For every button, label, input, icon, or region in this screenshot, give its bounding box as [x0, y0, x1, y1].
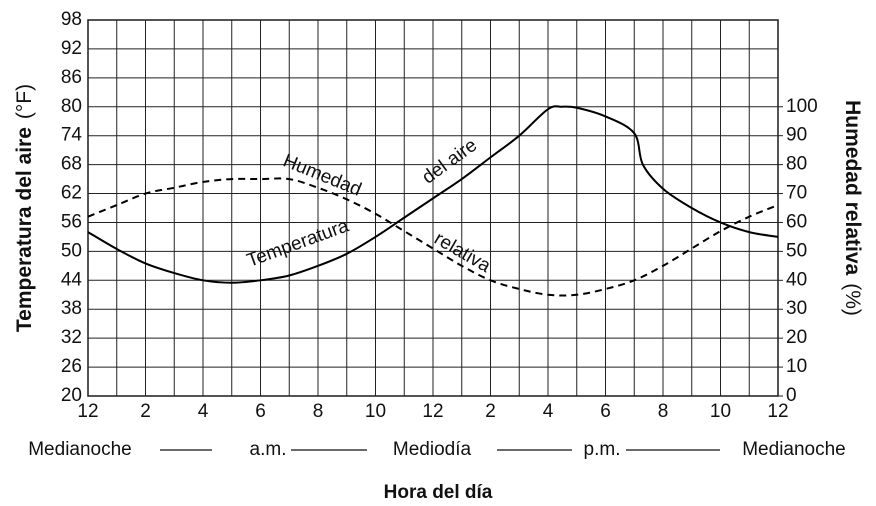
y2-tick-label: 10: [786, 356, 807, 377]
y-axis-title: Temperatura del aire (°F): [13, 84, 36, 332]
y2-tick-label: 70: [786, 183, 807, 204]
y-tick-label: 26: [61, 356, 82, 377]
x-tick-label: 10: [710, 401, 731, 422]
period-label: Medianoche: [742, 439, 846, 460]
y-tick-label: 38: [61, 298, 82, 319]
period-label: Mediodía: [393, 439, 472, 460]
x-tick-label: 8: [313, 401, 324, 422]
y2-tick-label: 0: [786, 385, 797, 406]
y-unit: (°F): [13, 84, 36, 119]
annotation: del aire: [418, 135, 481, 189]
y2-tick-label: 50: [786, 240, 807, 261]
y2-tick-label: 40: [786, 269, 807, 290]
period-label: p.m.: [584, 439, 621, 460]
y-tick-label: 62: [61, 183, 82, 204]
x-tick-label: 4: [543, 401, 554, 422]
y2-tick-label: 90: [786, 125, 807, 146]
y-tick-label: 44: [61, 269, 83, 290]
x-tick-label: 6: [255, 401, 266, 422]
x-tick-label: 8: [658, 401, 669, 422]
y2-tick-label: 80: [786, 154, 807, 175]
x-tick-label: 12: [77, 401, 98, 422]
y2-tick-label: 100: [786, 96, 818, 117]
x-tick-label: 4: [198, 401, 209, 422]
y2-label: Humedad relativa: [841, 100, 864, 275]
y2-tick-label: 30: [786, 298, 807, 319]
y-tick-label: 98: [61, 9, 82, 30]
y-tick-label: 92: [61, 38, 82, 59]
y-tick-label: 20: [61, 385, 82, 406]
period-label: Medianoche: [28, 439, 132, 460]
x-tick-label: 12: [767, 401, 788, 422]
series-line: [87, 177, 779, 297]
y-tick-label: 80: [61, 96, 82, 117]
y2-axis-title: Humedad relativa (%): [841, 100, 864, 316]
x-tick-label: 2: [485, 401, 496, 422]
y2-tick-label: 60: [786, 211, 807, 232]
y-tick-label: 86: [61, 67, 82, 88]
y-tick-label: 56: [61, 211, 82, 232]
y-label: Temperatura del aire: [13, 127, 36, 332]
x-tick-label: 10: [365, 401, 386, 422]
y-tick-label: 50: [61, 240, 82, 261]
y-tick-label: 68: [61, 154, 82, 175]
y-tick-label: 32: [61, 327, 82, 348]
x-tick-label: 12: [422, 401, 443, 422]
y2-tick-label: 20: [786, 327, 807, 348]
period-label: a.m.: [250, 439, 287, 460]
y2-unit: (%): [841, 283, 864, 316]
x-tick-label: 6: [600, 401, 611, 422]
y-tick-label: 74: [61, 125, 83, 146]
x-tick-label: 2: [140, 401, 151, 422]
x-axis-title: Hora del día: [384, 482, 493, 503]
series-line: [87, 105, 779, 284]
